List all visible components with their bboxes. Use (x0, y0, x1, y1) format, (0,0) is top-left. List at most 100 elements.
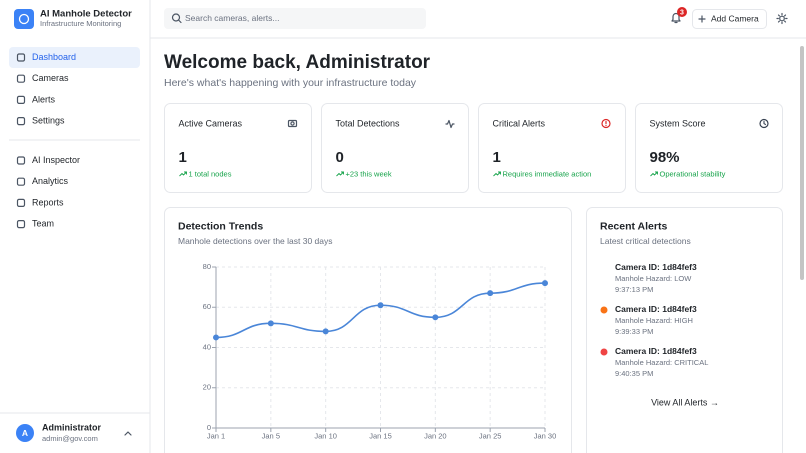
welcome-title: Welcome back, Administrator (164, 52, 431, 73)
user-email: admin@gov.com (42, 434, 98, 443)
logo-mark (18, 13, 30, 25)
stat-card (635, 103, 783, 193)
nav-label: Alerts (32, 94, 56, 104)
alert-icon (601, 118, 611, 129)
logo (14, 9, 34, 29)
nav-item[interactable] (9, 172, 140, 192)
stat-card (478, 103, 626, 193)
nav-item[interactable] (9, 214, 140, 234)
bell-icon[interactable] (671, 12, 681, 24)
nav-icon (16, 95, 26, 105)
x-tick-label: Jan 1 (207, 431, 225, 440)
y-tick-label: 80 (203, 262, 211, 271)
activity-icon (445, 119, 455, 129)
alert-time: 9:39:33 PM (615, 327, 653, 336)
stat-value: 1 (493, 149, 501, 166)
data-point[interactable] (322, 328, 329, 335)
nav-label: Team (32, 218, 54, 228)
alerts-subtitle: Latest critical detections (600, 236, 691, 246)
stat-note: Operational stability (660, 169, 726, 178)
search-box[interactable] (164, 8, 426, 29)
nav-item[interactable] (9, 193, 140, 213)
stat-note: +23 this week (346, 169, 392, 178)
search-icon (171, 13, 181, 22)
x-tick-label: Jan 25 (479, 431, 502, 440)
alert-dot (600, 348, 608, 356)
nav-label: AI Inspector (32, 155, 80, 165)
avatar[interactable] (16, 424, 34, 442)
camera-lens (290, 121, 295, 126)
user-name: Administrator (42, 422, 102, 432)
alert-dot (600, 306, 608, 314)
y-tick-label: 0 (207, 423, 211, 432)
nav-item[interactable] (9, 90, 140, 110)
nav-item[interactable] (9, 111, 140, 131)
notification-badge (677, 7, 687, 17)
x-tick-label: Jan 20 (424, 431, 447, 440)
chart-card (164, 207, 572, 453)
scrollbar[interactable] (800, 46, 804, 280)
stat-value: 98% (650, 149, 680, 166)
trend-icon (650, 171, 658, 177)
alert-camera[interactable]: Camera ID: 1d84fef3 (615, 262, 697, 272)
welcome-subtitle: Here's what's happening with your infras… (164, 77, 417, 89)
app-title: AI Manhole Detector (40, 9, 132, 20)
trend-icon (336, 171, 344, 177)
x-tick-label: Jan 10 (314, 431, 337, 440)
theme-toggle-rays (776, 12, 788, 25)
nav-active (9, 47, 140, 68)
nav-label: Dashboard (32, 52, 76, 62)
alerts-title: Recent Alerts (600, 220, 667, 232)
data-point[interactable] (377, 302, 384, 309)
stat-note: 1 total nodes (189, 169, 232, 178)
alerts-card (586, 207, 783, 453)
trend-icon (179, 171, 187, 177)
nav-label: Cameras (32, 73, 69, 83)
view-all-alerts[interactable]: View All Alerts → (651, 397, 719, 407)
data-point[interactable] (267, 320, 274, 327)
nav-icon (16, 198, 26, 207)
stat-label: Total Detections (336, 118, 401, 128)
stat-icons (287, 118, 769, 129)
alert-camera[interactable]: Camera ID: 1d84fef3 (615, 346, 697, 356)
y-tick-label: 40 (203, 342, 211, 351)
chart-title: Detection Trends (178, 220, 263, 232)
alert-hazard: Manhole Hazard: LOW (615, 274, 692, 283)
search-icon-handle (177, 19, 182, 24)
x-tick-label: Jan 15 (369, 431, 392, 440)
stat-value: 1 (179, 149, 187, 166)
alert-hazard: Manhole Hazard: CRITICAL (615, 358, 708, 367)
nav-item[interactable] (9, 69, 140, 89)
y-tick-label: 60 (203, 302, 211, 311)
nav-icon (16, 220, 26, 229)
camera-icon (287, 119, 298, 128)
nav-label: Analytics (32, 176, 69, 186)
alert-camera[interactable]: Camera ID: 1d84fef3 (615, 304, 697, 314)
user-menu-chevron[interactable] (124, 431, 132, 436)
theme-toggle[interactable] (779, 15, 785, 22)
alert-dot (600, 264, 608, 272)
x-tick-label: Jan 30 (534, 431, 557, 440)
data-point[interactable] (487, 290, 494, 297)
data-point[interactable] (542, 280, 548, 287)
stat-label: Critical Alerts (493, 118, 546, 128)
nav-label: Settings (32, 115, 65, 125)
stat-card (164, 103, 312, 193)
stat-card (321, 103, 469, 193)
data-point[interactable] (213, 334, 219, 341)
data-point[interactable] (432, 314, 439, 321)
plus-icon (698, 15, 706, 23)
nav-label: Reports (32, 197, 64, 207)
clock-icon (759, 118, 769, 129)
y-tick-label: 20 (203, 383, 211, 392)
stat-note: Requires immediate action (503, 169, 592, 178)
x-tick-label: Jan 5 (262, 431, 280, 440)
clock-hands (763, 120, 767, 126)
add-camera-button[interactable] (692, 9, 767, 29)
stat-label: Active Cameras (179, 118, 243, 128)
notification-count: 3 (680, 9, 684, 16)
chart-subtitle: Manhole detections over the last 30 days (178, 236, 333, 246)
nav-icon (16, 177, 26, 186)
